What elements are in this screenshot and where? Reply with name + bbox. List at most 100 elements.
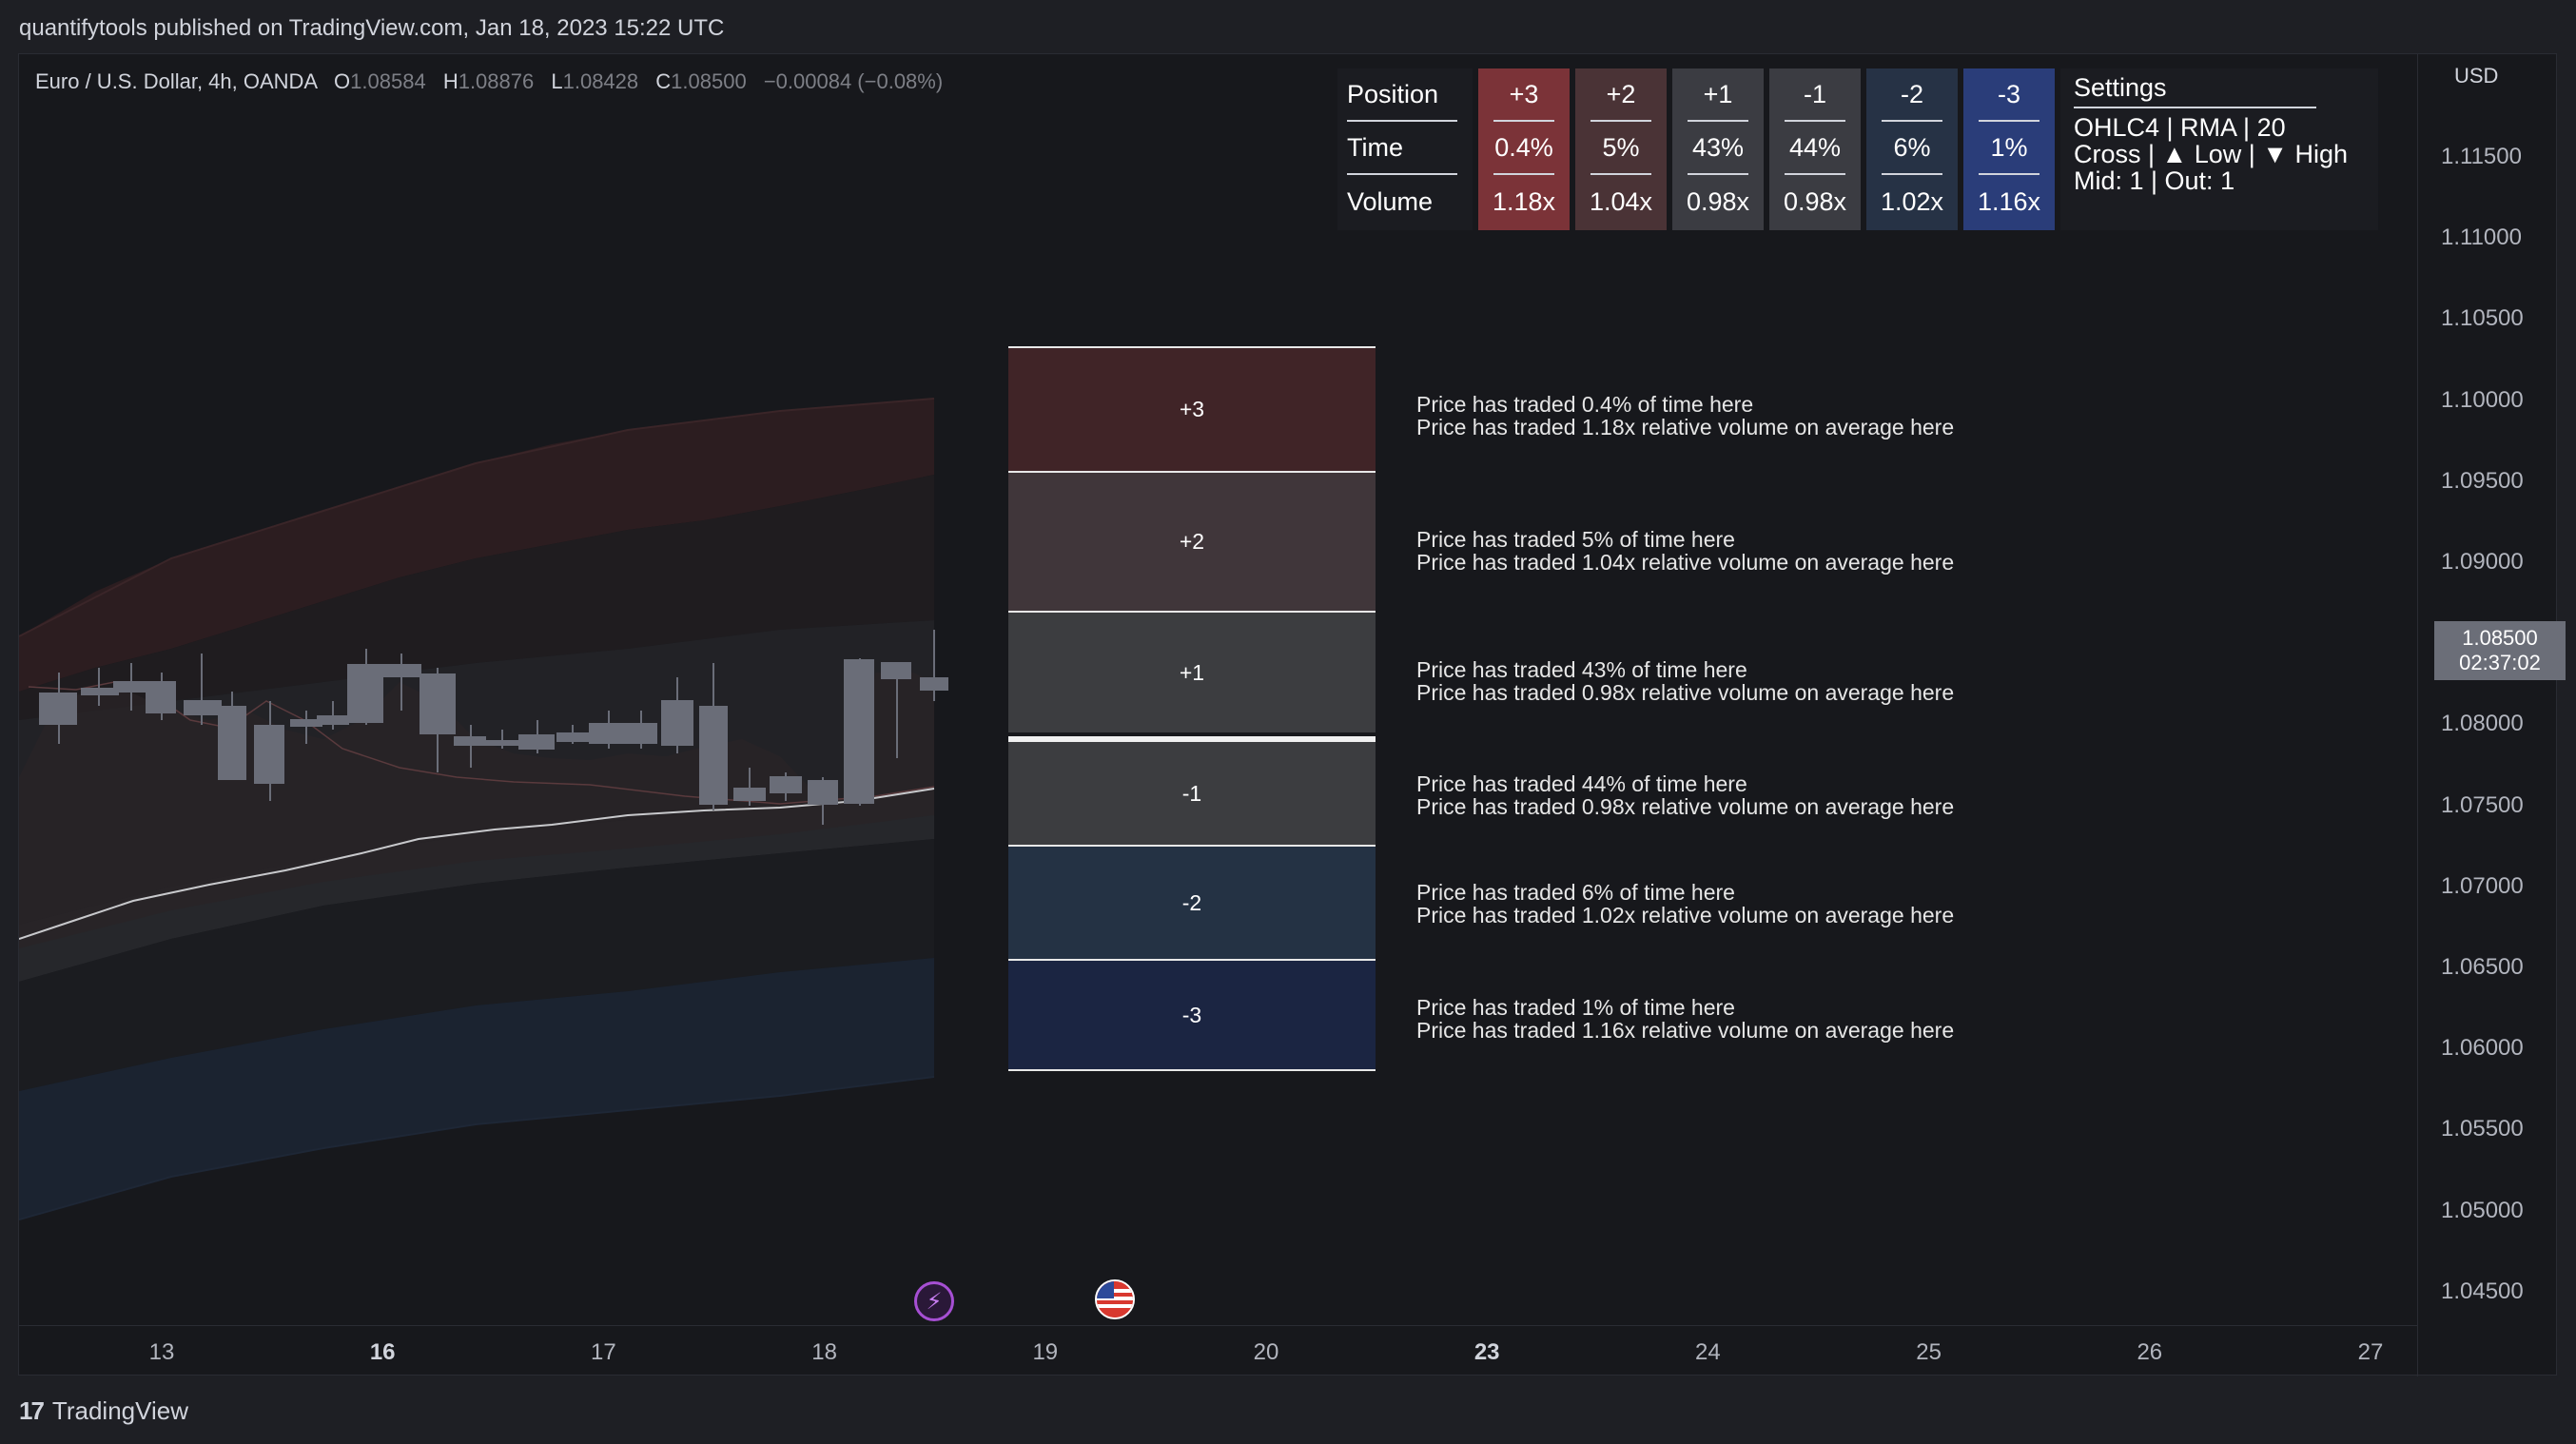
time-label: 19: [1032, 1339, 1059, 1365]
close-label: C: [655, 69, 672, 93]
zone-time-text: Price has traded 6% of time here: [1416, 880, 1735, 905]
zone-label: +2: [1179, 529, 1205, 554]
price-tick: 1.11000: [2441, 224, 2522, 251]
stat-time: 5%: [1590, 122, 1651, 175]
price-tick: 1.05000: [2441, 1197, 2524, 1223]
stat-volume: 1.04x: [1589, 186, 1653, 216]
stat-volume: 1.16x: [1977, 186, 2041, 216]
high-value: 1.08876: [458, 69, 535, 93]
row-label-position: Position: [1347, 68, 1457, 122]
price-tick: 1.05500: [2441, 1116, 2524, 1142]
price-tick: 1.07500: [2441, 791, 2524, 818]
close-value: 1.08500: [671, 69, 747, 93]
zone-time-text: Price has traded 44% of time here: [1416, 771, 1747, 796]
price-tick: 1.07000: [2441, 872, 2524, 899]
time-axis[interactable]: 13 16 17 18 19 20 23 24 25 26 27: [19, 1325, 2417, 1376]
countdown: 02:37:02: [2459, 651, 2541, 674]
lightning-icon[interactable]: ⚡: [914, 1281, 954, 1321]
symbol-legend[interactable]: Euro / U.S. Dollar, 4h, OANDA O1.08584 H…: [35, 69, 943, 94]
stat-position: +2: [1590, 68, 1651, 122]
price-axis[interactable]: USD 1.11500 1.11000 1.10500 1.10000 1.09500 1…: [2417, 54, 2566, 1376]
zone-description: Price has traded 43% of time here Price …: [1416, 658, 1954, 704]
zone-box: +1: [1008, 611, 1376, 732]
stats-column: -3 1% 1.16x: [1963, 68, 2055, 230]
stat-position: -1: [1785, 68, 1845, 122]
low-value: 1.08428: [562, 69, 639, 93]
zone-time-text: Price has traded 5% of time here: [1416, 527, 1735, 552]
low-label: L: [551, 69, 563, 93]
stats-column: -2 6% 1.02x: [1866, 68, 1958, 230]
stats-table: Position Time Volume +3 0.4% 1.18x +2 5%…: [1337, 68, 2378, 230]
zone-label: +1: [1179, 659, 1205, 685]
stat-position: -2: [1882, 68, 1942, 122]
time-label: 25: [1916, 1339, 1942, 1365]
tradingview-logo[interactable]: 17 TradingView: [19, 1396, 188, 1426]
stats-column: +1 43% 0.98x: [1672, 68, 1764, 230]
time-label: 27: [2357, 1339, 2384, 1365]
time-label: 24: [1695, 1339, 1721, 1365]
price-tick: 1.06500: [2441, 954, 2524, 980]
settings-line-2: Cross | ▲ Low | ▼ High: [2074, 140, 2349, 168]
time-label: 23: [1473, 1339, 1500, 1365]
stat-time: 0.4%: [1493, 122, 1554, 175]
stat-volume: 1.18x: [1492, 186, 1556, 216]
open-label: O: [334, 69, 351, 93]
zone-volume-text: Price has traded 1.04x relative volume o…: [1416, 550, 1955, 575]
time-label: 16: [369, 1339, 396, 1365]
price-tick: 1.10500: [2441, 305, 2524, 332]
zone-box: -1: [1008, 736, 1376, 845]
stat-time: 6%: [1882, 122, 1942, 175]
price-tick: 1.04500: [2441, 1278, 2524, 1304]
zone-volume-text: Price has traded 1.16x relative volume o…: [1416, 1018, 1955, 1043]
zone-volume-text: Price has traded 0.98x relative volume o…: [1416, 794, 1955, 819]
zone-description: Price has traded 5% of time here Price h…: [1416, 528, 1954, 574]
zone-time-text: Price has traded 0.4% of time here: [1416, 392, 1754, 417]
stat-volume: 0.98x: [1783, 186, 1847, 216]
stats-column: +3 0.4% 1.18x: [1478, 68, 1570, 230]
zone-volume-text: Price has traded 1.02x relative volume o…: [1416, 903, 1955, 927]
stats-column: -1 44% 0.98x: [1769, 68, 1861, 230]
settings-panel: Settings OHLC4 | RMA | 20 Cross | ▲ Low …: [2060, 68, 2378, 230]
row-label-volume: Volume: [1347, 186, 1434, 216]
publish-header: quantifytools published on TradingView.c…: [0, 0, 2576, 55]
last-price: 1.08500: [2462, 626, 2538, 650]
zone-time-text: Price has traded 43% of time here: [1416, 657, 1747, 682]
tradingview-mark-icon: 17: [19, 1396, 45, 1425]
price-tick: 1.09500: [2441, 467, 2524, 494]
stat-position: -3: [1979, 68, 2039, 122]
symbol-name: Euro / U.S. Dollar, 4h, OANDA: [35, 69, 317, 93]
row-label-time: Time: [1347, 122, 1457, 175]
zone-box: -2: [1008, 845, 1376, 959]
stat-time: 44%: [1785, 122, 1845, 175]
us-flag-graphic: [1097, 1281, 1133, 1317]
chart-frame[interactable]: Euro / U.S. Dollar, 4h, OANDA O1.08584 H…: [18, 53, 2566, 1376]
price-tick: 1.09000: [2441, 549, 2524, 575]
price-tick: 1.11500: [2441, 144, 2522, 169]
stat-position: +3: [1493, 68, 1554, 122]
bands-and-candles: [19, 398, 948, 1220]
stat-volume: 1.02x: [1880, 186, 1944, 216]
published-line: quantifytools published on TradingView.c…: [19, 15, 725, 41]
zone-description: Price has traded 44% of time here Price …: [1416, 772, 1954, 818]
high-label: H: [442, 69, 459, 93]
us-flag-icon[interactable]: [1095, 1279, 1135, 1319]
time-label: 26: [2137, 1339, 2163, 1365]
settings-line-1: OHLC4 | RMA | 20: [2074, 113, 2286, 142]
stat-volume: 0.98x: [1686, 186, 1750, 216]
price-tick: 1.06000: [2441, 1035, 2524, 1062]
stat-position: +1: [1688, 68, 1748, 122]
plot-area[interactable]: Euro / U.S. Dollar, 4h, OANDA O1.08584 H…: [19, 54, 2417, 1325]
stats-column: +2 5% 1.04x: [1575, 68, 1667, 230]
zone-box: +3: [1008, 346, 1376, 471]
zone-volume-text: Price has traded 1.18x relative volume o…: [1416, 415, 1955, 439]
brand-name: TradingView: [51, 1396, 188, 1425]
zone-volume-text: Price has traded 0.98x relative volume o…: [1416, 680, 1955, 705]
time-label: 20: [1253, 1339, 1279, 1365]
open-value: 1.08584: [350, 69, 426, 93]
time-label: 17: [591, 1339, 616, 1365]
zone-label: -2: [1181, 889, 1202, 915]
last-price-tag: 1.08500 02:37:02: [2434, 621, 2566, 680]
zone-label: -1: [1181, 780, 1202, 806]
zone-description: Price has traded 6% of time here Price h…: [1416, 881, 1954, 927]
zone-time-text: Price has traded 1% of time here: [1416, 995, 1735, 1020]
